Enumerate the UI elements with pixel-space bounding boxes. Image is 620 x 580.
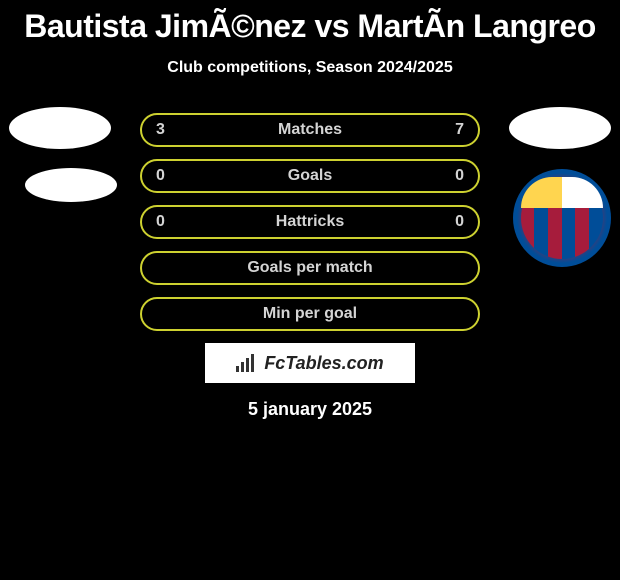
stat-label: Min per goal <box>263 305 357 323</box>
stats-area: 3 Matches 7 0 Goals 0 0 Hattricks 0 Goal… <box>0 113 620 420</box>
stat-label: Hattricks <box>276 213 344 231</box>
stat-label: Matches <box>278 121 342 139</box>
stat-right-value: 0 <box>455 213 464 231</box>
stat-row-hattricks: 0 Hattricks 0 <box>140 205 480 239</box>
stat-row-min-per-goal: Min per goal <box>140 297 480 331</box>
brand-box: FcTables.com <box>205 343 415 383</box>
stat-row-goals: 0 Goals 0 <box>140 159 480 193</box>
subtitle: Club competitions, Season 2024/2025 <box>0 59 620 77</box>
stat-right-value: 7 <box>455 121 464 139</box>
stat-row-goals-per-match: Goals per match <box>140 251 480 285</box>
page-title: Bautista JimÃ©nez vs MartÃ­n Langreo <box>0 8 620 45</box>
player-right-avatar <box>509 107 611 149</box>
stat-left-value: 3 <box>156 121 165 139</box>
stat-left-value: 0 <box>156 213 165 231</box>
player-left-avatar <box>9 107 111 149</box>
stat-bars: 3 Matches 7 0 Goals 0 0 Hattricks 0 Goal… <box>140 113 480 331</box>
stat-row-matches: 3 Matches 7 <box>140 113 480 147</box>
stat-label: Goals per match <box>247 259 372 277</box>
stat-right-value: 0 <box>455 167 464 185</box>
player-left-placeholder <box>25 168 117 202</box>
brand-chart-icon <box>236 354 258 372</box>
brand-text: FcTables.com <box>264 353 383 374</box>
team-badge-right <box>513 169 611 267</box>
date: 5 january 2025 <box>0 399 620 420</box>
stat-left-value: 0 <box>156 167 165 185</box>
comparison-card: Bautista JimÃ©nez vs MartÃ­n Langreo Clu… <box>0 0 620 420</box>
stat-label: Goals <box>288 167 332 185</box>
